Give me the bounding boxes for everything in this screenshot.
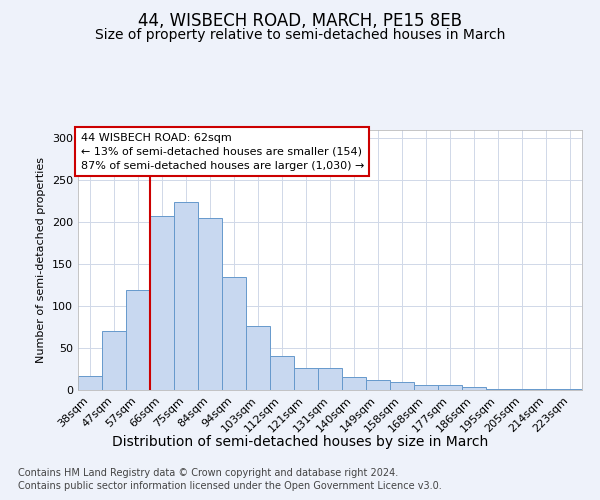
Bar [270,356,294,390]
Bar [198,218,222,390]
Bar [246,326,270,390]
Bar [438,385,462,390]
Text: Size of property relative to semi-detached houses in March: Size of property relative to semi-detach… [95,28,505,42]
Bar [318,368,342,390]
Bar [366,380,390,390]
Bar [414,385,438,390]
Bar [462,386,486,390]
Bar [390,382,414,390]
Text: Distribution of semi-detached houses by size in March: Distribution of semi-detached houses by … [112,435,488,449]
Bar [558,389,582,390]
Bar [222,277,246,390]
Bar [486,389,510,390]
Y-axis label: Number of semi-detached properties: Number of semi-detached properties [37,157,46,363]
Bar [126,290,150,390]
Text: Contains public sector information licensed under the Open Government Licence v3: Contains public sector information licen… [18,481,442,491]
Text: Contains HM Land Registry data © Crown copyright and database right 2024.: Contains HM Land Registry data © Crown c… [18,468,398,477]
Text: 44, WISBECH ROAD, MARCH, PE15 8EB: 44, WISBECH ROAD, MARCH, PE15 8EB [138,12,462,30]
Bar [78,376,102,390]
Bar [342,378,366,390]
Text: 44 WISBECH ROAD: 62sqm
← 13% of semi-detached houses are smaller (154)
87% of se: 44 WISBECH ROAD: 62sqm ← 13% of semi-det… [80,132,364,170]
Bar [294,368,318,390]
Bar [510,389,534,390]
Bar [150,216,174,390]
Bar [174,202,198,390]
Bar [534,389,558,390]
Bar [102,332,126,390]
